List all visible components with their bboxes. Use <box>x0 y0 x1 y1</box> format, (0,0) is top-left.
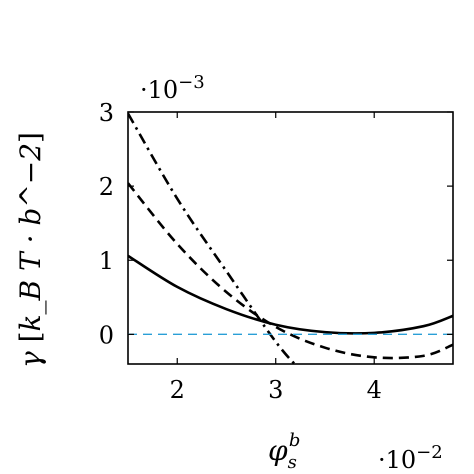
series-line-dashed <box>128 182 453 360</box>
y-tick-label: 1 <box>99 247 114 275</box>
y-tick-label: 0 <box>99 321 114 349</box>
y-tick-label: 2 <box>99 173 114 201</box>
plot-frame <box>127 111 454 365</box>
series-line-dashdot <box>128 112 297 364</box>
x-axis-label: φsb <box>268 430 300 473</box>
y-axis-label: γ [k_B T · b^−2] <box>14 132 47 368</box>
series-line-solid <box>128 254 453 335</box>
series-layer <box>128 112 453 364</box>
y-tick-label: 3 <box>99 99 114 127</box>
y-multiplier: ·10−3 <box>140 72 205 104</box>
x-tick-label: 3 <box>268 376 283 404</box>
tick-layer: 2 3 4 0 1 2 3 <box>99 99 453 404</box>
x-tick-label: 4 <box>367 376 382 404</box>
x-multiplier: ·10−2 <box>378 442 443 474</box>
x-tick-label: 2 <box>170 376 185 404</box>
